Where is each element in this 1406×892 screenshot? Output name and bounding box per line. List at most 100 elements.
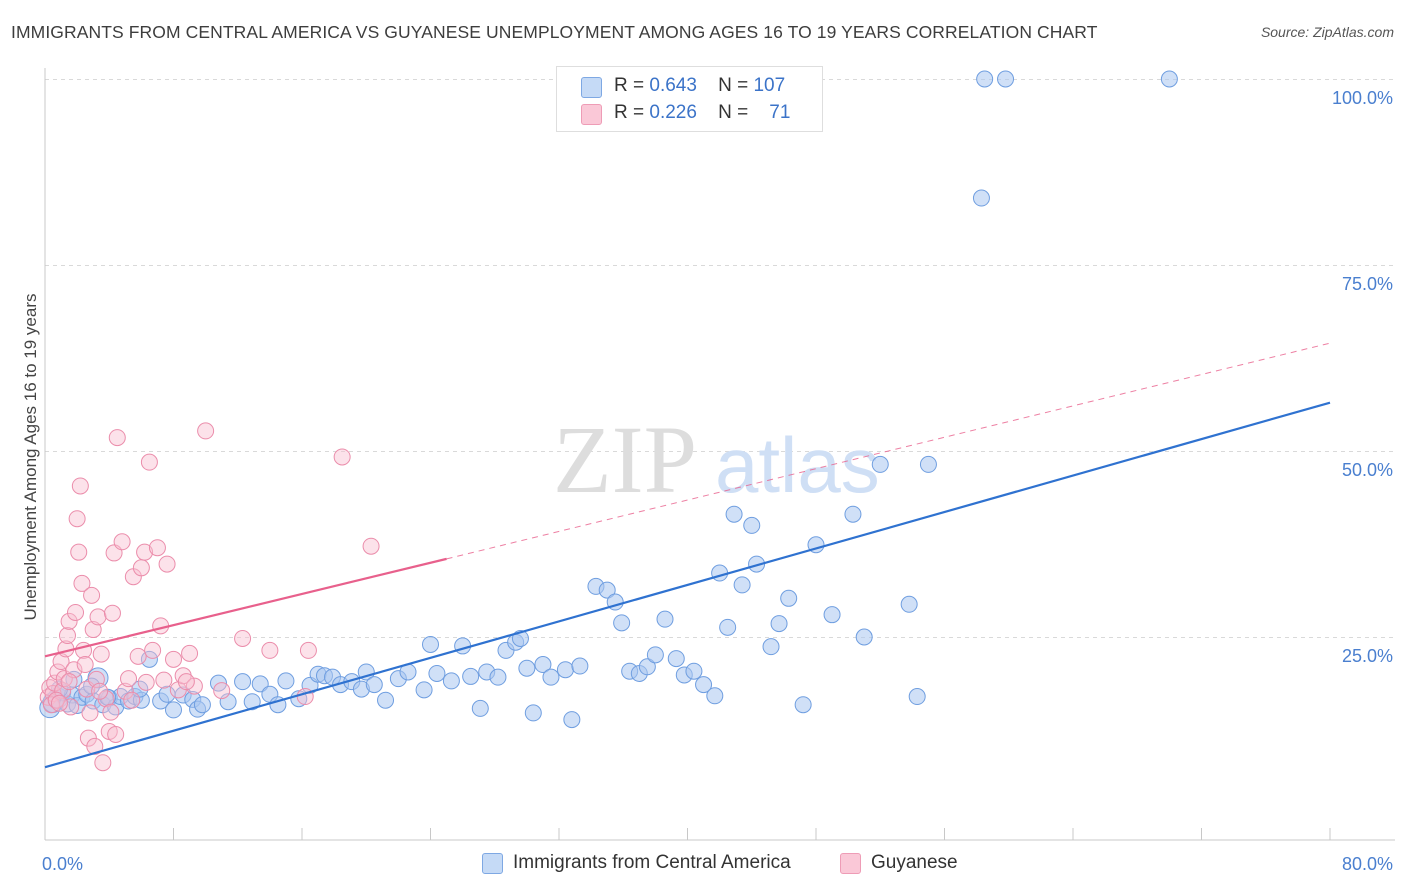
bottom-legend-swatch-blue <box>482 853 503 874</box>
y-tick-labels: 25.0% 50.0% 75.0% 100.0% <box>1332 88 1393 666</box>
legend-r-value: 0.643 <box>649 75 697 96</box>
data-point <box>855 628 873 646</box>
data-point <box>107 725 125 743</box>
data-point <box>197 422 215 440</box>
data-point <box>155 671 173 689</box>
data-point <box>428 664 446 682</box>
data-point <box>598 581 616 599</box>
data-point <box>362 537 380 555</box>
y-tick-label: 50.0% <box>1342 460 1393 480</box>
data-point <box>234 673 252 691</box>
data-point <box>234 629 252 647</box>
trend-lines <box>44 342 1331 769</box>
data-point <box>667 650 685 668</box>
data-point <box>94 754 112 772</box>
data-point <box>489 668 507 686</box>
data-point <box>725 505 743 523</box>
y-tick-label: 25.0% <box>1342 646 1393 666</box>
x-tick-label: 0.0% <box>42 854 83 874</box>
data-point <box>84 621 102 639</box>
data-point <box>136 543 154 561</box>
data-point <box>60 673 78 691</box>
data-point <box>148 539 166 557</box>
grid-lines <box>45 79 1395 638</box>
data-point <box>524 704 542 722</box>
data-point <box>165 650 182 668</box>
data-point <box>844 505 862 523</box>
data-point <box>91 682 109 700</box>
y-tick-label: 100.0% <box>1332 88 1393 108</box>
data-point <box>129 647 147 665</box>
data-point <box>743 516 761 534</box>
data-point <box>261 641 279 659</box>
data-point <box>542 668 560 686</box>
legend-swatch-pink <box>581 104 602 125</box>
data-point <box>780 589 798 607</box>
data-point <box>144 641 162 659</box>
data-point <box>89 608 107 626</box>
legend-r-label: R = <box>614 75 645 96</box>
data-point <box>770 615 788 633</box>
legend-n-label: N = <box>718 75 749 96</box>
data-point <box>695 676 713 694</box>
data-point <box>73 574 91 592</box>
series-central-america <box>39 70 1178 729</box>
data-point <box>116 682 134 700</box>
data-point <box>181 644 199 662</box>
data-point <box>68 510 86 528</box>
data-point <box>102 703 120 721</box>
legend-n-value: 71 <box>769 102 791 123</box>
trend-line-guyanese-extension <box>446 342 1331 560</box>
data-point <box>571 657 589 675</box>
y-tick-label: 75.0% <box>1342 274 1393 294</box>
data-point <box>556 661 574 679</box>
y-axis-label: Unemployment Among Ages 16 to 19 years <box>21 294 40 621</box>
data-point <box>132 559 150 577</box>
trend-line-central-america <box>44 401 1331 769</box>
data-point <box>919 455 937 473</box>
data-point <box>86 737 104 755</box>
data-point <box>58 627 76 645</box>
data-point <box>794 696 812 714</box>
legend-n-value: 107 <box>753 75 786 96</box>
data-point <box>462 667 480 685</box>
data-point <box>120 670 138 688</box>
data-point <box>534 656 552 674</box>
data-point <box>900 595 918 613</box>
legend-n-label: N = <box>718 102 749 123</box>
data-point <box>70 543 88 561</box>
data-point <box>243 693 261 711</box>
data-point <box>656 610 674 628</box>
correlation-legend: R = 0.643 N = 107 R = 0.226 N = 71 <box>556 66 823 132</box>
data-point <box>638 658 656 676</box>
data-point <box>299 641 317 659</box>
data-point <box>47 691 65 709</box>
series-guyanese <box>39 422 380 772</box>
data-point <box>213 682 231 700</box>
data-point <box>454 637 472 655</box>
data-point <box>251 675 269 693</box>
data-point <box>177 673 195 691</box>
data-point <box>108 429 126 447</box>
data-point <box>823 606 841 624</box>
data-point <box>92 645 110 663</box>
data-point <box>158 555 176 573</box>
data-point <box>62 698 80 716</box>
data-point <box>193 696 211 714</box>
data-point <box>140 453 158 471</box>
data-point <box>277 672 295 690</box>
bottom-legend-label: Guyanese <box>871 852 958 873</box>
data-point <box>83 586 101 604</box>
data-point <box>137 673 155 691</box>
data-point <box>908 688 926 706</box>
data-point <box>71 477 89 495</box>
legend-r-label: R = <box>614 102 645 123</box>
x-tick-label: 80.0% <box>1342 854 1393 874</box>
source-label: Source: ZipAtlas.com <box>1260 24 1394 40</box>
data-point <box>377 691 395 709</box>
chart-title: IMMIGRANTS FROM CENTRAL AMERICA VS GUYAN… <box>11 22 1098 42</box>
bottom-legend-swatch-pink <box>840 853 861 874</box>
data-point <box>711 564 729 582</box>
trend-line-guyanese <box>44 557 447 658</box>
